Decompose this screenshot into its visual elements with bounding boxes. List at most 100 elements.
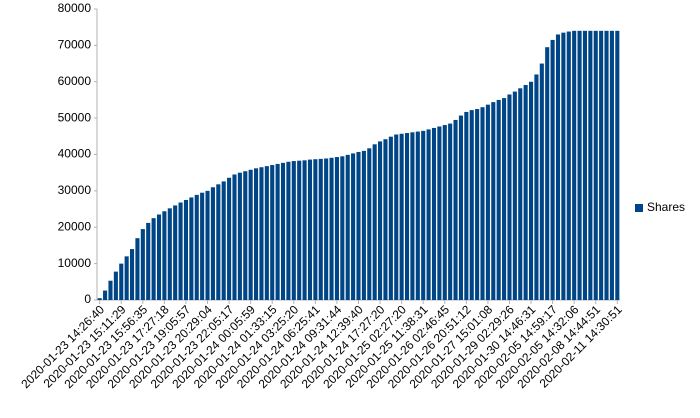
bar [394, 134, 399, 300]
legend-swatch [635, 204, 643, 212]
bar [329, 157, 334, 300]
bar [599, 30, 604, 300]
bar [502, 98, 507, 301]
bar [108, 280, 113, 300]
bar [232, 174, 237, 300]
bar [550, 39, 555, 300]
bar [545, 47, 550, 300]
bar [356, 151, 361, 300]
bar [151, 218, 156, 300]
bar [469, 110, 474, 300]
bar [334, 157, 339, 300]
bar [410, 132, 415, 300]
bar [248, 169, 253, 300]
bar [588, 30, 593, 300]
bar [103, 290, 108, 300]
bar [593, 30, 598, 300]
bar [216, 184, 221, 300]
bar [577, 30, 582, 300]
bar [194, 194, 199, 300]
bar [210, 187, 215, 300]
bar [534, 74, 539, 300]
y-tick-label: 10000 [58, 256, 92, 270]
bar [156, 214, 162, 300]
bar [383, 139, 388, 300]
bar [518, 88, 523, 300]
bar [345, 154, 350, 300]
bar [615, 30, 620, 300]
bar [286, 161, 291, 300]
bar [480, 107, 485, 301]
bar [297, 160, 302, 300]
bar [280, 162, 286, 300]
bar [437, 126, 442, 301]
bar [259, 167, 264, 300]
bar [162, 211, 167, 300]
bar [378, 141, 383, 300]
bar [243, 171, 248, 300]
bar [421, 130, 426, 300]
bar [458, 115, 463, 300]
bar [491, 102, 496, 301]
bar [431, 127, 437, 300]
bar [361, 150, 366, 300]
bar [485, 104, 490, 300]
bar [183, 199, 189, 300]
y-tick-label: 80000 [58, 1, 92, 15]
bar [313, 159, 318, 300]
bar [340, 156, 345, 300]
bar [426, 129, 431, 300]
bar [97, 298, 102, 300]
legend-label: Shares [647, 200, 685, 214]
bar [609, 30, 614, 300]
bar [270, 165, 275, 300]
y-tick-label: 20000 [58, 219, 92, 233]
bar [129, 249, 135, 300]
bar [221, 181, 226, 300]
bar [254, 168, 259, 300]
bar [173, 205, 178, 300]
bar [512, 91, 517, 300]
bar [453, 119, 458, 300]
bar [367, 148, 372, 300]
y-tick-label: 60000 [58, 74, 92, 88]
bar [442, 125, 447, 300]
bar [464, 111, 469, 300]
bar [561, 32, 566, 301]
bar [415, 131, 420, 300]
bar [302, 160, 307, 300]
bar [205, 190, 210, 300]
bar [404, 133, 410, 300]
bar [566, 31, 571, 301]
bar [307, 159, 313, 300]
bar [507, 94, 512, 300]
bar [237, 172, 242, 300]
y-tick-label: 30000 [58, 183, 92, 197]
bar [167, 208, 172, 300]
bar [372, 144, 377, 300]
bar [291, 161, 296, 300]
bar [475, 109, 480, 300]
bar [119, 263, 124, 300]
bar [324, 158, 329, 300]
bar [189, 197, 194, 300]
bar [604, 30, 609, 300]
bar [146, 222, 151, 300]
bar [448, 123, 453, 300]
bar [582, 30, 588, 300]
y-tick-label: 50000 [58, 110, 92, 124]
bar [113, 271, 118, 300]
bar [528, 81, 534, 300]
bar [264, 166, 269, 300]
bar [140, 229, 145, 300]
y-tick-label: 0 [84, 292, 91, 306]
bar [539, 63, 544, 300]
y-tick-label: 40000 [58, 147, 92, 161]
bar [200, 192, 205, 300]
bar [555, 34, 561, 301]
bar [351, 153, 356, 300]
bar [275, 163, 280, 300]
y-tick-label: 70000 [58, 38, 92, 52]
bar [399, 133, 404, 300]
